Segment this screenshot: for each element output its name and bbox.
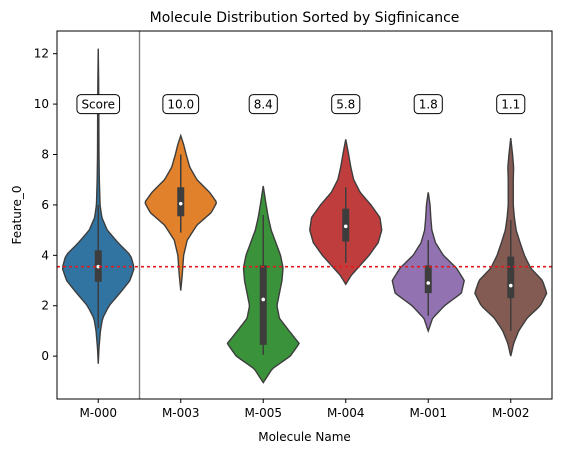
score-box — [162, 94, 200, 115]
violin-box — [424, 265, 432, 294]
violin-median — [96, 264, 101, 269]
violin-median — [426, 281, 431, 285]
y-tick-label: 4 — [41, 248, 49, 262]
x-tick-label: M-001 — [409, 406, 447, 420]
x-tick-label: M-004 — [327, 406, 365, 420]
violin-median — [508, 283, 513, 288]
score-box — [76, 94, 121, 115]
score-label: 10.0 — [167, 98, 194, 112]
chart-title: Molecule Distribution Sorted by Sigfinic… — [150, 10, 460, 26]
violin-box — [177, 187, 185, 217]
y-tick-label: 8 — [41, 148, 49, 162]
x-tick-label: M-005 — [244, 406, 282, 420]
score-label: 5.8 — [336, 98, 355, 112]
score-box — [331, 94, 361, 115]
x-axis-label: Molecule Name — [258, 430, 351, 444]
score-box — [248, 94, 278, 115]
y-tick-label: 10 — [34, 97, 49, 111]
violin-median — [261, 297, 266, 302]
plot-area: Score 10.0 8.4 5.8 1.8 1.1 0 2 4 6 8 10 12 M-000 M-003… — [34, 30, 553, 420]
y-tick-label: 12 — [34, 47, 49, 61]
y-axis-label: Feature_0 — [10, 186, 24, 245]
score-label: 1.1 — [501, 98, 520, 112]
axes-frame — [56, 30, 553, 400]
score-box — [413, 94, 443, 115]
score-label: 8.4 — [254, 98, 273, 112]
score-box — [496, 94, 526, 115]
y-tick-label: 0 — [41, 349, 49, 363]
y-tick-label: 2 — [41, 299, 49, 313]
violin-box — [507, 256, 515, 299]
score-label: Score — [81, 98, 115, 112]
violin-box — [259, 265, 267, 345]
x-tick-label: M-002 — [492, 406, 530, 420]
violin-median — [178, 201, 183, 206]
violin-median — [343, 224, 348, 229]
x-tick-label: M-003 — [162, 406, 200, 420]
score-label: 1.8 — [419, 98, 438, 112]
y-tick-label: 6 — [41, 198, 49, 212]
x-tick-label: M-000 — [79, 406, 117, 420]
